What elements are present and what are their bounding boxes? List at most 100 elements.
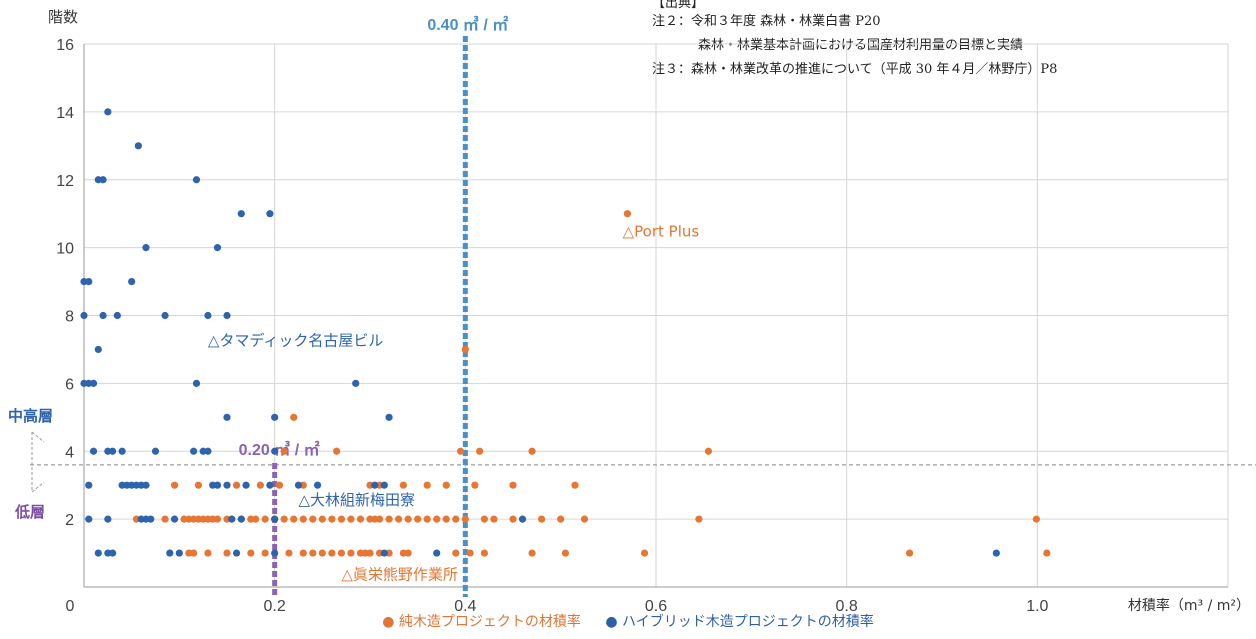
pure-data-point (280, 447, 288, 455)
pure-data-point (905, 549, 914, 557)
pure-data-point (404, 549, 412, 557)
threshold-bracket (31, 431, 45, 493)
hybrid-data-point (190, 447, 198, 455)
hybrid-data-point (118, 447, 126, 455)
pure-data-point (204, 549, 212, 557)
pure-data-point (328, 549, 336, 557)
hybrid-data-point (192, 379, 201, 387)
y-tick-label: 12 (56, 173, 74, 190)
x-axis-title: 材積率（m³ / m²） (1128, 597, 1250, 614)
x-tick-label: 0.8 (836, 598, 858, 615)
pure-data-point (285, 549, 293, 557)
hybrid-data-point (80, 311, 88, 320)
project-annotation: △眞栄熊野作業所 (341, 565, 458, 583)
pure-data-point (1032, 515, 1040, 523)
pure-data-point (347, 549, 355, 557)
hybrid-data-point (271, 549, 279, 557)
hybrid-data-point (385, 413, 393, 421)
hybrid-data-point (237, 210, 245, 218)
project-annotation: △Port Plus (623, 223, 700, 241)
pure-data-point (640, 549, 649, 557)
hybrid-data-point (85, 481, 93, 489)
hybrid-data-point (223, 413, 231, 421)
pure-data-point (557, 515, 565, 523)
hybrid-data-point (433, 549, 441, 557)
hybrid-data-point (204, 447, 212, 455)
hybrid-data-point (161, 311, 169, 320)
hybrid-data-point (213, 481, 222, 489)
hybrid-data-point (99, 311, 107, 320)
pure-data-point (252, 515, 260, 523)
x-tick-label: 0 (66, 598, 75, 615)
pure-data-point (375, 515, 384, 523)
pure-data-point (275, 481, 284, 489)
pure-data-point (461, 515, 469, 523)
pure-data-point (318, 549, 326, 557)
pure-data-point (623, 210, 632, 218)
hybrid-data-point (109, 447, 117, 455)
pure-data-point (466, 549, 474, 557)
hybrid-data-point (142, 481, 150, 489)
project-annotation: △大林組新梅田寮 (299, 491, 416, 509)
pure-data-point (328, 515, 336, 523)
hybrid-data-point (113, 311, 121, 320)
pure-data-point (452, 549, 460, 557)
pure-data-point (509, 481, 517, 489)
hybrid-data-point (992, 549, 1000, 557)
y-tick-label: 8 (65, 309, 74, 326)
y-tick-label: 16 (56, 37, 74, 54)
pure-data-point (337, 515, 345, 523)
legend: ● 純木造プロジェクトの材積率 ● ハイブリッド木造プロジェクトの材積率 (0, 611, 1256, 631)
hybrid-data-point (142, 244, 150, 252)
y-tick-label: 2 (65, 512, 74, 529)
hybrid-data-point (151, 447, 160, 455)
project-annotation: △タマディック名古屋ビル (208, 331, 384, 349)
hybrid-data-point (223, 311, 231, 320)
pure-data-point (213, 515, 222, 523)
pure-data-point (456, 447, 465, 455)
pure-data-point (347, 515, 355, 523)
pure-data-point (356, 515, 365, 523)
pure-data-point (337, 549, 345, 557)
pure-data-point (404, 515, 412, 523)
pure-data-point (333, 447, 341, 455)
pure-data-point (452, 515, 460, 523)
hybrid-data-point (213, 244, 222, 252)
pure-data-point (385, 515, 393, 523)
pure-data-point (695, 515, 703, 523)
x-tick-label: 0.4 (454, 598, 476, 615)
hybrid-data-point (313, 481, 322, 489)
pure-data-point (309, 549, 317, 557)
legend-hybrid: ● ハイブリッド木造プロジェクトの材積率 (605, 614, 874, 630)
hybrid-data-point (166, 549, 174, 557)
y-tick-label: 10 (56, 241, 74, 258)
pure-data-point (309, 515, 317, 523)
hybrid-data-point (371, 481, 379, 489)
hybrid-data-point (134, 142, 142, 150)
legend-pure: ● 純木造プロジェクトの材積率 (382, 614, 581, 630)
mid-high-rise-label: 中高層 (8, 407, 53, 425)
pure-data-point (290, 413, 298, 421)
pure-data-point (571, 481, 579, 489)
hybrid-data-point (89, 447, 98, 455)
pure-data-point (261, 515, 269, 523)
pure-data-point (461, 345, 469, 354)
hybrid-data-point (266, 481, 274, 489)
pure-data-point (299, 515, 307, 523)
pure-data-point (170, 481, 179, 489)
hybrid-data-point (104, 108, 112, 116)
pure-data-point (480, 515, 488, 523)
pure-data-point (490, 515, 498, 523)
hybrid-data-point (94, 345, 102, 354)
x-tick-label: 0.6 (645, 598, 667, 615)
pure-data-point (256, 481, 264, 489)
hybrid-data-point (294, 481, 303, 489)
hybrid-data-point (228, 515, 236, 523)
hybrid-data-point (89, 379, 98, 387)
pure-data-point (538, 515, 546, 523)
hybrid-data-point (380, 549, 388, 557)
reference-line-label: 0.20 ㎥ / ㎡ (239, 440, 320, 459)
hybrid-data-point (204, 311, 212, 320)
hybrid-data-point (104, 515, 112, 523)
